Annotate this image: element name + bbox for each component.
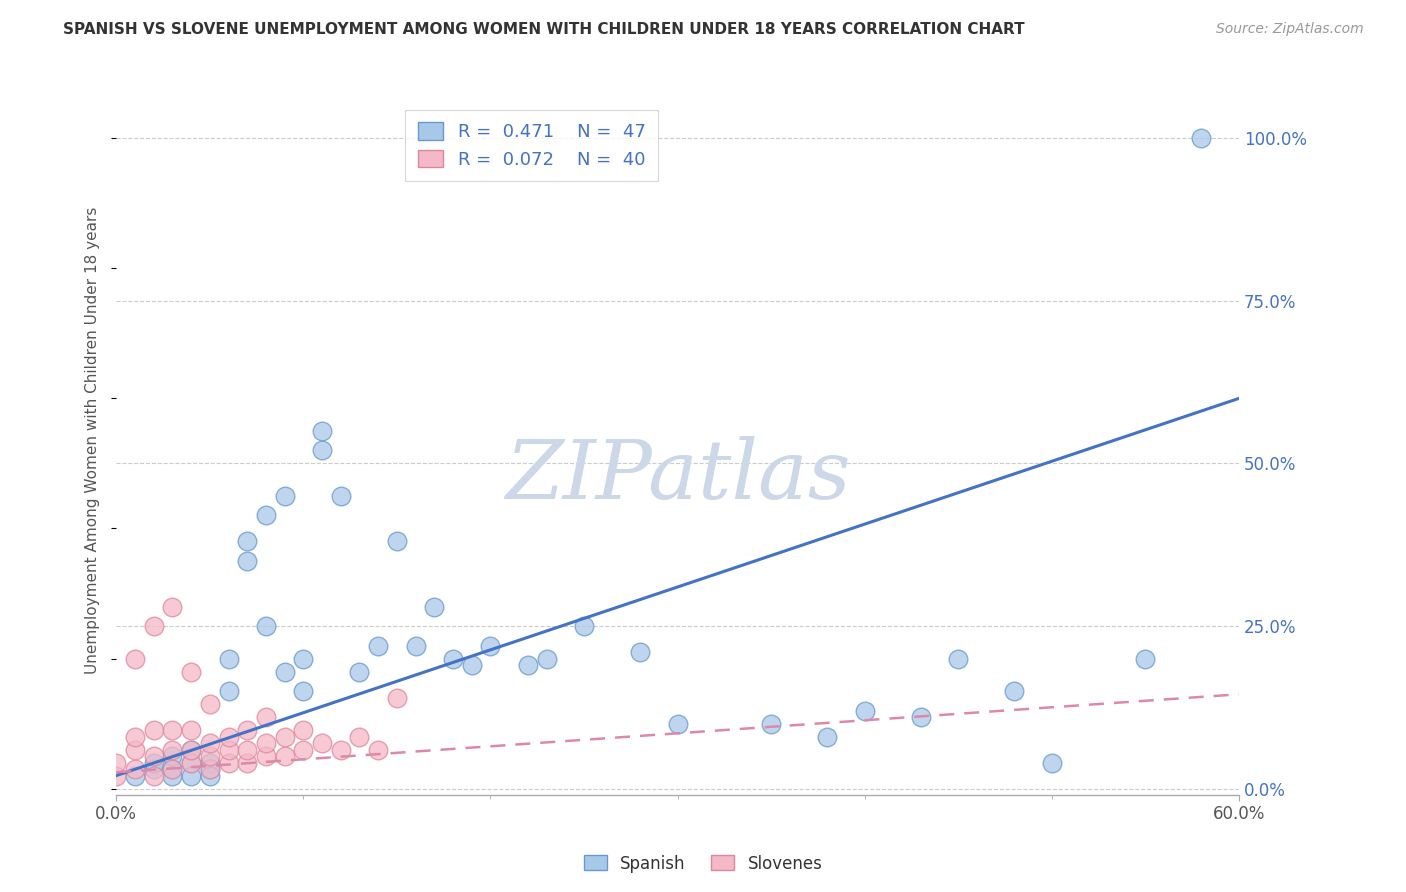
Point [441,651,464,665]
Y-axis label: Unemployment Among Women with Children Under 18 years: Unemployment Among Women with Children U… [86,207,100,674]
Point [142,749,165,764]
Point [218,742,240,756]
Point [162,749,184,764]
Point [162,768,184,782]
Point [236,723,259,737]
Point [853,704,876,718]
Point [236,756,259,770]
Point [405,639,427,653]
Point [1040,756,1063,770]
Point [572,619,595,633]
Point [198,762,221,776]
Point [142,762,165,776]
Point [218,651,240,665]
Point [198,762,221,776]
Point [273,749,295,764]
Point [479,639,502,653]
Point [273,489,295,503]
Text: ZIPatlas: ZIPatlas [505,436,851,516]
Point [254,508,277,523]
Point [142,619,165,633]
Point [815,730,838,744]
Point [254,736,277,750]
Point [236,742,259,756]
Point [180,756,202,770]
Point [105,756,128,770]
Point [516,658,538,673]
Legend: R =  0.471    N =  47, R =  0.072    N =  40: R = 0.471 N = 47, R = 0.072 N = 40 [405,110,658,181]
Point [292,742,315,756]
Point [162,762,184,776]
Point [180,742,202,756]
Point [349,665,371,679]
Point [162,742,184,756]
Point [124,651,146,665]
Point [218,684,240,698]
Point [946,651,969,665]
Point [910,710,932,724]
Point [385,534,408,549]
Point [142,723,165,737]
Point [142,756,165,770]
Point [292,684,315,698]
Text: Source: ZipAtlas.com: Source: ZipAtlas.com [1216,22,1364,37]
Point [367,639,389,653]
Point [180,742,202,756]
Text: SPANISH VS SLOVENE UNEMPLOYMENT AMONG WOMEN WITH CHILDREN UNDER 18 YEARS CORRELA: SPANISH VS SLOVENE UNEMPLOYMENT AMONG WO… [63,22,1025,37]
Point [180,756,202,770]
Point [198,768,221,782]
Point [180,723,202,737]
Point [124,768,146,782]
Point [198,697,221,711]
Point [162,723,184,737]
Point [329,489,352,503]
Point [759,716,782,731]
Point [162,762,184,776]
Point [124,730,146,744]
Point [1002,684,1025,698]
Point [273,665,295,679]
Point [254,619,277,633]
Point [292,723,315,737]
Point [461,658,484,673]
Point [180,768,202,782]
Point [1189,131,1212,145]
Point [142,768,165,782]
Point [218,756,240,770]
Point [423,599,446,614]
Point [311,424,333,438]
Point [311,736,333,750]
Point [180,665,202,679]
Point [292,651,315,665]
Point [666,716,689,731]
Point [124,762,146,776]
Point [236,554,259,568]
Point [105,768,128,782]
Point [385,690,408,705]
Point [236,534,259,549]
Point [536,651,558,665]
Point [254,749,277,764]
Point [367,742,389,756]
Point [124,742,146,756]
Point [198,756,221,770]
Point [198,749,221,764]
Point [273,730,295,744]
Legend: Spanish, Slovenes: Spanish, Slovenes [576,848,830,880]
Point [198,736,221,750]
Point [218,730,240,744]
Point [254,710,277,724]
Point [329,742,352,756]
Point [311,443,333,458]
Point [628,645,651,659]
Point [1135,651,1157,665]
Point [349,730,371,744]
Point [162,599,184,614]
